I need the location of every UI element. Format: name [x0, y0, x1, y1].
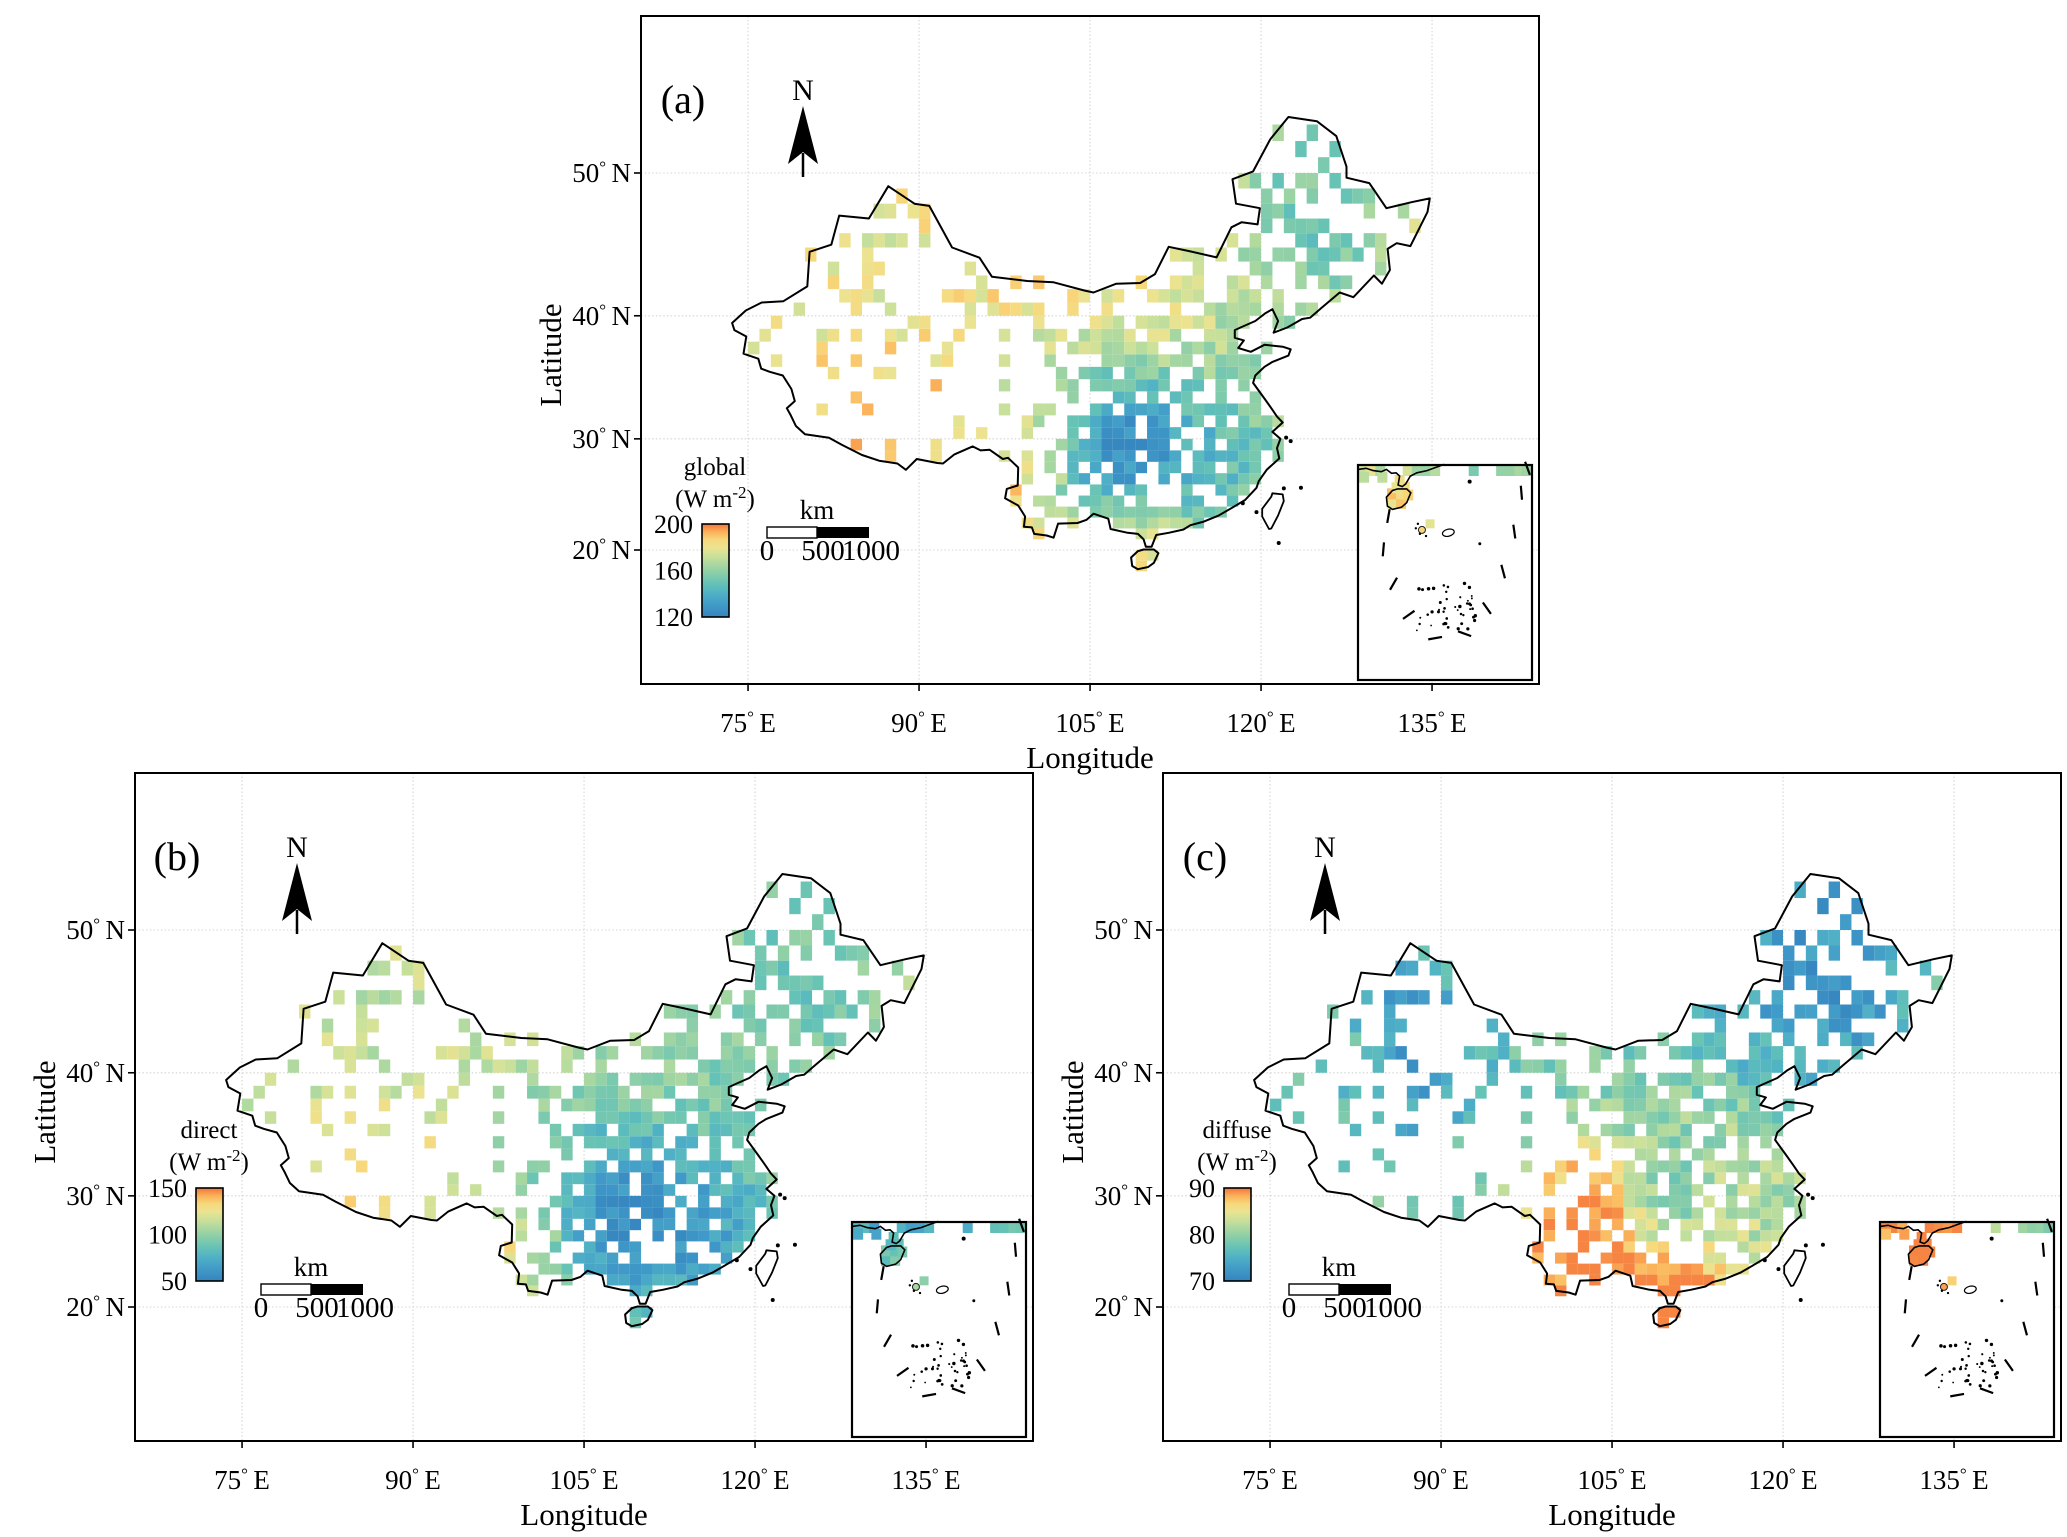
inset-map	[1878, 1218, 2056, 1439]
colorbar-tick: 150	[148, 1174, 187, 1203]
y-tick-label: 30° N	[1094, 1180, 1153, 1210]
inset-map	[850, 1218, 1028, 1439]
x-tick-label: 135° E	[1397, 708, 1466, 738]
x-tick-label: 105° E	[1577, 1465, 1646, 1495]
y-axis: 20° N 30° N 40° N 50° N Latitude	[27, 915, 135, 1322]
y-tick-label: 30° N	[572, 423, 631, 453]
colorbar-title: diffuse	[1203, 1117, 1272, 1144]
x-tick-label: 90° E	[891, 708, 947, 738]
heatmap-cells	[242, 881, 915, 1329]
heatmap-cells	[748, 124, 1421, 572]
x-tick-label: 90° E	[385, 1465, 441, 1495]
x-tick-label: 75° E	[1242, 1465, 1298, 1495]
y-tick-label: 40° N	[1094, 1057, 1153, 1087]
y-tick-label: 50° N	[1094, 915, 1153, 945]
y-tick-label: 20° N	[572, 535, 631, 565]
scalebar-unit: km	[800, 495, 835, 525]
scalebar-label: 500	[295, 1292, 339, 1324]
colorbar-tick: 200	[654, 510, 693, 539]
y-axis: 20° N 30° N 40° N 50° N Latitude	[533, 158, 641, 565]
scalebar-label: 1000	[1364, 1292, 1422, 1324]
y-axis-title: Latitude	[27, 1060, 62, 1163]
colorbar-title: global	[684, 454, 747, 481]
scalebar-unit: km	[294, 1252, 329, 1282]
x-tick-label: 75° E	[214, 1465, 270, 1495]
y-tick-label: 40° N	[66, 1057, 125, 1087]
north-label: N	[286, 831, 308, 864]
x-tick-label: 105° E	[549, 1465, 618, 1495]
scalebar-label: 0	[1282, 1292, 1297, 1324]
colorbar-tick: 90	[1189, 1174, 1215, 1203]
y-axis: 20° N 30° N 40° N 50° N Latitude	[1055, 915, 1163, 1322]
colorbar-title: direct	[181, 1117, 238, 1144]
x-tick-label: 135° E	[891, 1465, 960, 1495]
north-arrow-icon: N	[788, 74, 818, 177]
panel-label: (b)	[154, 834, 201, 879]
x-tick-label: 105° E	[1055, 708, 1124, 738]
china-outline	[1253, 873, 1953, 1328]
north-arrow-icon: N	[282, 831, 312, 934]
panel-label: (c)	[1183, 834, 1227, 879]
colorbar-tick: 160	[654, 557, 693, 586]
scalebar-label: 1000	[842, 535, 900, 567]
colorbar: diffuse(W m-2)90 80 70	[1189, 1117, 1277, 1296]
north-arrow-icon: N	[1310, 831, 1340, 934]
scalebar-label: 500	[1323, 1292, 1367, 1324]
y-tick-label: 50° N	[572, 158, 631, 188]
scalebar-unit: km	[1322, 1252, 1357, 1282]
scalebar-label: 500	[801, 535, 845, 567]
colorbar-tick: 50	[161, 1267, 187, 1296]
x-axis-title: Longitude	[520, 1497, 647, 1532]
north-label: N	[792, 74, 814, 107]
y-tick-label: 20° N	[1094, 1292, 1153, 1322]
x-axis: 75° E 90° E 105° E 120° E 135° E Longitude	[1242, 1441, 1989, 1532]
scalebar-label: 0	[760, 535, 775, 567]
x-axis-title: Longitude	[1026, 740, 1153, 775]
y-axis-title: Latitude	[1055, 1060, 1090, 1163]
x-tick-label: 120° E	[720, 1465, 789, 1495]
colorbar-unit: (W m-2)	[675, 483, 755, 513]
china-outline	[225, 873, 925, 1328]
y-axis-title: Latitude	[533, 303, 568, 406]
colorbar: direct(W m-2)150 100 50	[148, 1117, 249, 1296]
panel-label: (a)	[661, 77, 705, 122]
colorbar-tick: 120	[654, 603, 693, 632]
colorbar-tick: 100	[148, 1221, 187, 1250]
x-tick-label: 120° E	[1226, 708, 1295, 738]
x-axis-title: Longitude	[1548, 1497, 1675, 1532]
x-tick-label: 75° E	[720, 708, 776, 738]
y-tick-label: 20° N	[66, 1292, 125, 1322]
x-axis: 75° E 90° E 105° E 120° E 135° E Longitude	[720, 684, 1467, 775]
y-tick-label: 30° N	[66, 1180, 125, 1210]
colorbar-unit: (W m-2)	[169, 1146, 249, 1176]
colorbar-tick: 70	[1189, 1267, 1215, 1296]
y-tick-label: 40° N	[572, 300, 631, 330]
colorbar: global(W m-2)200 160 120	[654, 454, 755, 632]
scalebar-label: 1000	[336, 1292, 394, 1324]
x-tick-label: 90° E	[1413, 1465, 1469, 1495]
colorbar-unit: (W m-2)	[1197, 1146, 1277, 1176]
colorbar-tick: 80	[1189, 1221, 1215, 1250]
china-outline	[731, 116, 1431, 571]
heatmap-cells	[1270, 881, 1943, 1329]
inset-map	[1356, 461, 1534, 682]
x-tick-label: 120° E	[1748, 1465, 1817, 1495]
y-tick-label: 50° N	[66, 915, 125, 945]
x-tick-label: 135° E	[1919, 1465, 1988, 1495]
scalebar-label: 0	[254, 1292, 269, 1324]
north-label: N	[1314, 831, 1336, 864]
x-axis: 75° E 90° E 105° E 120° E 135° E Longitude	[214, 1441, 961, 1532]
